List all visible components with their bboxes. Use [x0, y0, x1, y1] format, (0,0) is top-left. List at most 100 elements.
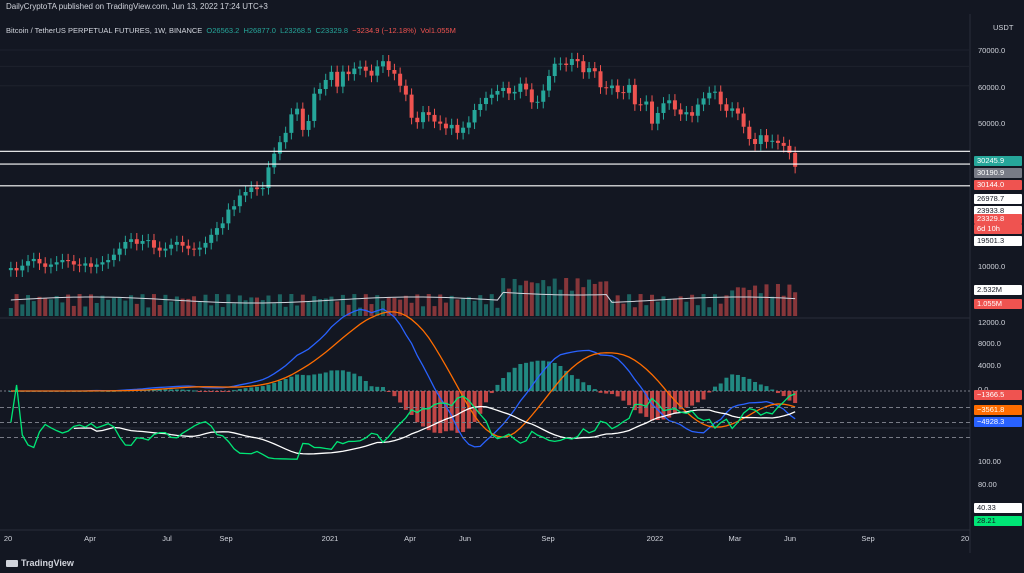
volume-bar — [415, 294, 420, 316]
candle-body — [604, 87, 609, 89]
volume-bar — [535, 283, 540, 316]
macd-histogram-bar — [793, 391, 798, 403]
macd-histogram-bar — [277, 380, 282, 391]
volume-bar — [352, 294, 357, 316]
volume-bar — [129, 295, 134, 316]
volume-bar — [186, 298, 191, 316]
volume-bar — [667, 298, 672, 316]
candle-body — [787, 145, 792, 153]
volume-bar — [386, 297, 391, 316]
volume-bar — [678, 296, 683, 316]
time-axis-label: 20 — [961, 534, 969, 543]
price-tag: 26978.7 — [974, 194, 1022, 204]
candle-body — [667, 100, 672, 104]
candle-body — [581, 61, 586, 73]
candle-body — [300, 108, 305, 130]
volume-bar — [638, 294, 643, 316]
candle-body — [214, 228, 219, 235]
macd-line — [10, 308, 796, 448]
macd-tag: −4928.3 — [974, 417, 1022, 427]
candle-body — [684, 112, 689, 115]
candle-body — [466, 122, 471, 128]
macd-histogram-bar — [747, 378, 752, 391]
volume-bar — [94, 302, 99, 316]
macd-histogram-bar — [770, 389, 775, 391]
volume-bar — [524, 280, 529, 316]
volume-bar — [169, 301, 174, 316]
time-axis-label: 2022 — [647, 534, 664, 543]
candle-body — [518, 83, 523, 92]
candle-body — [323, 79, 328, 89]
macd-histogram-bar — [329, 370, 334, 391]
time-axis-label: 20 — [4, 534, 12, 543]
volume-bar — [54, 295, 59, 316]
volume-bar — [146, 307, 151, 316]
time-axis-label: Jul — [162, 534, 172, 543]
macd-histogram-bar — [180, 389, 185, 391]
candle-body — [83, 263, 88, 266]
candle-body — [770, 140, 775, 142]
candle-body — [48, 264, 53, 267]
volume-bar — [684, 301, 689, 316]
macd-histogram-bar — [186, 389, 191, 391]
volume-bar — [48, 299, 53, 316]
candle-body — [501, 87, 506, 91]
macd-histogram-bar — [558, 365, 563, 391]
volume-bar — [226, 294, 231, 316]
candle-body — [380, 61, 385, 67]
volume-bar — [403, 295, 408, 316]
volume-bar — [466, 296, 471, 316]
macd-histogram-bar — [581, 382, 586, 391]
price-tag: 23933.8 — [974, 206, 1022, 216]
macd-histogram-bar — [775, 391, 780, 394]
signal-line — [10, 311, 796, 438]
volume-bar — [117, 297, 122, 316]
candle-body — [432, 114, 437, 122]
macd-histogram-bar — [415, 391, 420, 423]
macd-axis-tick: 8000.0 — [978, 339, 1001, 348]
volume-bar — [335, 301, 340, 316]
volume-bar — [209, 305, 214, 316]
chart-canvas[interactable]: USDT 70000.0 60000.0 50000.0 10000.0 12000.0 8… — [0, 14, 1024, 555]
volume-bar — [83, 306, 88, 316]
volume-bar — [272, 303, 277, 316]
volume-bar — [701, 294, 706, 316]
tradingview-logo[interactable]: TradingView — [6, 558, 74, 568]
candle-body — [363, 66, 368, 71]
symbol-name[interactable]: Bitcoin / TetherUS PERPETUAL FUTURES, 1W… — [6, 26, 203, 35]
volume-bar — [243, 300, 248, 316]
candle-body — [192, 248, 197, 250]
volume-bar — [558, 289, 563, 316]
currency-label: USDT — [993, 23, 1014, 32]
candle-body — [134, 239, 139, 244]
candle-body — [449, 124, 454, 129]
time-axis-label: Sep — [219, 534, 232, 543]
volume-bar — [552, 278, 557, 316]
candle-body — [277, 142, 282, 154]
candle-body — [443, 123, 448, 129]
macd-histogram-bar — [323, 372, 328, 391]
macd-histogram-bar — [781, 391, 786, 397]
macd-histogram-bar — [604, 391, 609, 394]
macd-histogram-bar — [564, 370, 569, 391]
volume-bar — [695, 305, 700, 316]
volume-bar — [707, 307, 712, 316]
volume-bar — [484, 304, 489, 316]
candle-body — [14, 268, 19, 271]
candle-body — [209, 234, 214, 243]
candle-body — [690, 112, 695, 116]
macd-histogram-bar — [243, 388, 248, 391]
volume-bar — [512, 278, 517, 316]
candle-body — [735, 108, 740, 114]
volume-bar — [369, 304, 374, 316]
macd-histogram-bar — [627, 391, 632, 406]
macd-histogram-bar — [375, 386, 380, 391]
candle-body — [71, 261, 76, 265]
macd-histogram-bar — [169, 389, 174, 391]
candle-body — [655, 112, 660, 124]
volume-bar — [43, 298, 48, 316]
macd-histogram-bar — [163, 389, 168, 391]
volume-bar — [449, 295, 454, 316]
candle-body — [335, 71, 340, 87]
volume-bar — [100, 295, 105, 316]
